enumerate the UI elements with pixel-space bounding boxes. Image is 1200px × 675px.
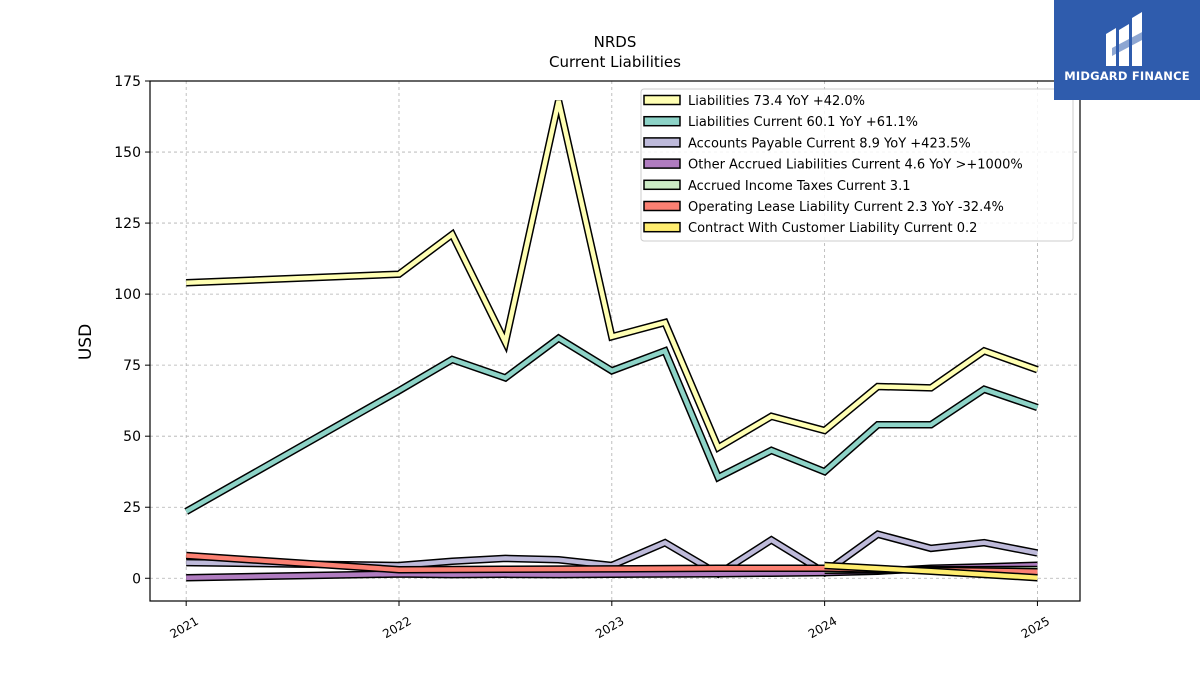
y-tick-label: 125 <box>114 216 141 232</box>
legend-swatch <box>643 115 681 127</box>
series-line <box>186 531 1038 577</box>
y-axis-label: USD <box>76 324 96 360</box>
series-line <box>185 335 1039 514</box>
legend-entry: Other Accrued Liabilities Current 4.6 Yo… <box>688 158 1023 173</box>
y-tick-label: 0 <box>132 571 141 587</box>
y-tick-label: 50 <box>123 429 141 445</box>
legend-swatch <box>643 200 681 212</box>
legend-entry: Accrued Income Taxes Current 3.1 <box>688 179 910 194</box>
legend-entry: Liabilities 73.4 YoY +42.0% <box>688 94 865 109</box>
x-tick-label: 2024 <box>806 614 839 641</box>
y-tick-label: 175 <box>114 74 141 90</box>
series-0 <box>186 100 1039 453</box>
x-tick-label: 2023 <box>593 614 626 641</box>
brand-name: MIDGARD FINANCE <box>1064 69 1190 83</box>
y-tick-label: 150 <box>114 145 141 161</box>
y-tick-label: 100 <box>114 287 141 303</box>
brand-logo: MIDGARD FINANCE <box>1054 0 1200 100</box>
series-line <box>186 100 1039 451</box>
series-1 <box>184 333 1039 515</box>
y-tick-label: 25 <box>123 500 141 516</box>
legend-entry: Operating Lease Liability Current 2.3 Yo… <box>688 200 1004 215</box>
brand-mark-icon <box>1106 12 1146 66</box>
series-6 <box>824 561 1038 582</box>
legend-swatch <box>643 94 681 106</box>
series-line <box>824 563 1038 580</box>
legend-swatch <box>643 221 681 233</box>
x-tick-label: 2021 <box>167 614 200 641</box>
chart-title: NRDS <box>594 33 637 51</box>
legend-swatch <box>643 158 681 169</box>
series-2 <box>186 530 1039 579</box>
series-lines <box>184 100 1039 582</box>
legend-swatch <box>643 137 681 148</box>
legend-entry: Liabilities Current 60.1 YoY +61.1% <box>688 115 918 130</box>
legend-entry: Contract With Customer Liability Current… <box>688 221 977 236</box>
x-tick-label: 2025 <box>1019 614 1052 641</box>
chart-subtitle: Current Liabilities <box>549 53 681 71</box>
plot-frame <box>149 80 1081 602</box>
x-tick-label: 2022 <box>380 614 413 641</box>
legend-swatch <box>643 179 681 191</box>
y-tick-label: 75 <box>123 358 141 374</box>
legend: Liabilities 73.4 YoY +42.0% Liabilities C… <box>640 88 1074 242</box>
legend-box <box>640 88 1074 242</box>
legend-entry: Accounts Payable Current 8.9 YoY +423.5% <box>688 136 971 151</box>
